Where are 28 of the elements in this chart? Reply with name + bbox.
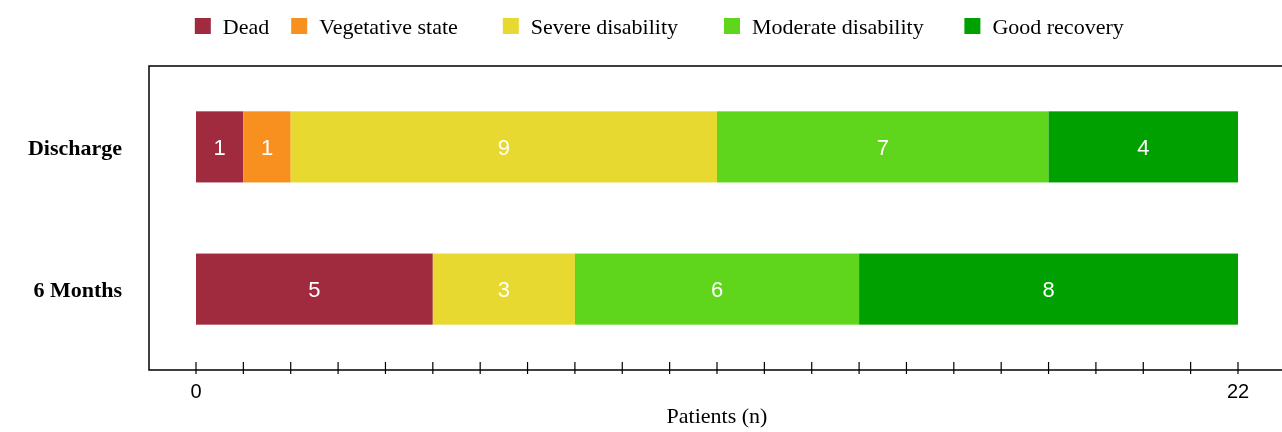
data-label: 1 bbox=[213, 134, 226, 160]
legend-label: Moderate disability bbox=[752, 13, 924, 39]
legend-label: Vegetative state bbox=[319, 13, 458, 39]
data-label: 1 bbox=[260, 134, 274, 160]
x-axis-title: Patients (n) bbox=[666, 402, 768, 428]
data-label: 9 bbox=[497, 134, 510, 160]
bar bbox=[717, 111, 1049, 183]
data-label: 7 bbox=[876, 134, 889, 160]
bar bbox=[432, 253, 575, 325]
legend-label: Dead bbox=[222, 13, 270, 39]
legend-label: Severe disability bbox=[530, 13, 679, 39]
x-tick-label: 22 bbox=[1226, 380, 1250, 402]
data-label: 8 bbox=[1042, 276, 1055, 302]
y-tick-label: Discharge bbox=[27, 134, 123, 160]
legend-label: Good recovery bbox=[992, 13, 1124, 39]
bar bbox=[859, 253, 1238, 325]
data-label: 4 bbox=[1137, 134, 1150, 160]
bar bbox=[574, 253, 860, 325]
bar bbox=[243, 111, 291, 183]
x-tick-label: 0 bbox=[190, 380, 202, 402]
bar bbox=[196, 253, 433, 325]
data-label: 5 bbox=[308, 276, 321, 302]
bar bbox=[196, 111, 244, 183]
bar bbox=[1048, 111, 1238, 183]
y-tick-label: 6 Months bbox=[33, 276, 123, 302]
data-label: 6 bbox=[710, 276, 724, 302]
bar bbox=[290, 111, 717, 183]
data-label: 3 bbox=[497, 276, 510, 302]
